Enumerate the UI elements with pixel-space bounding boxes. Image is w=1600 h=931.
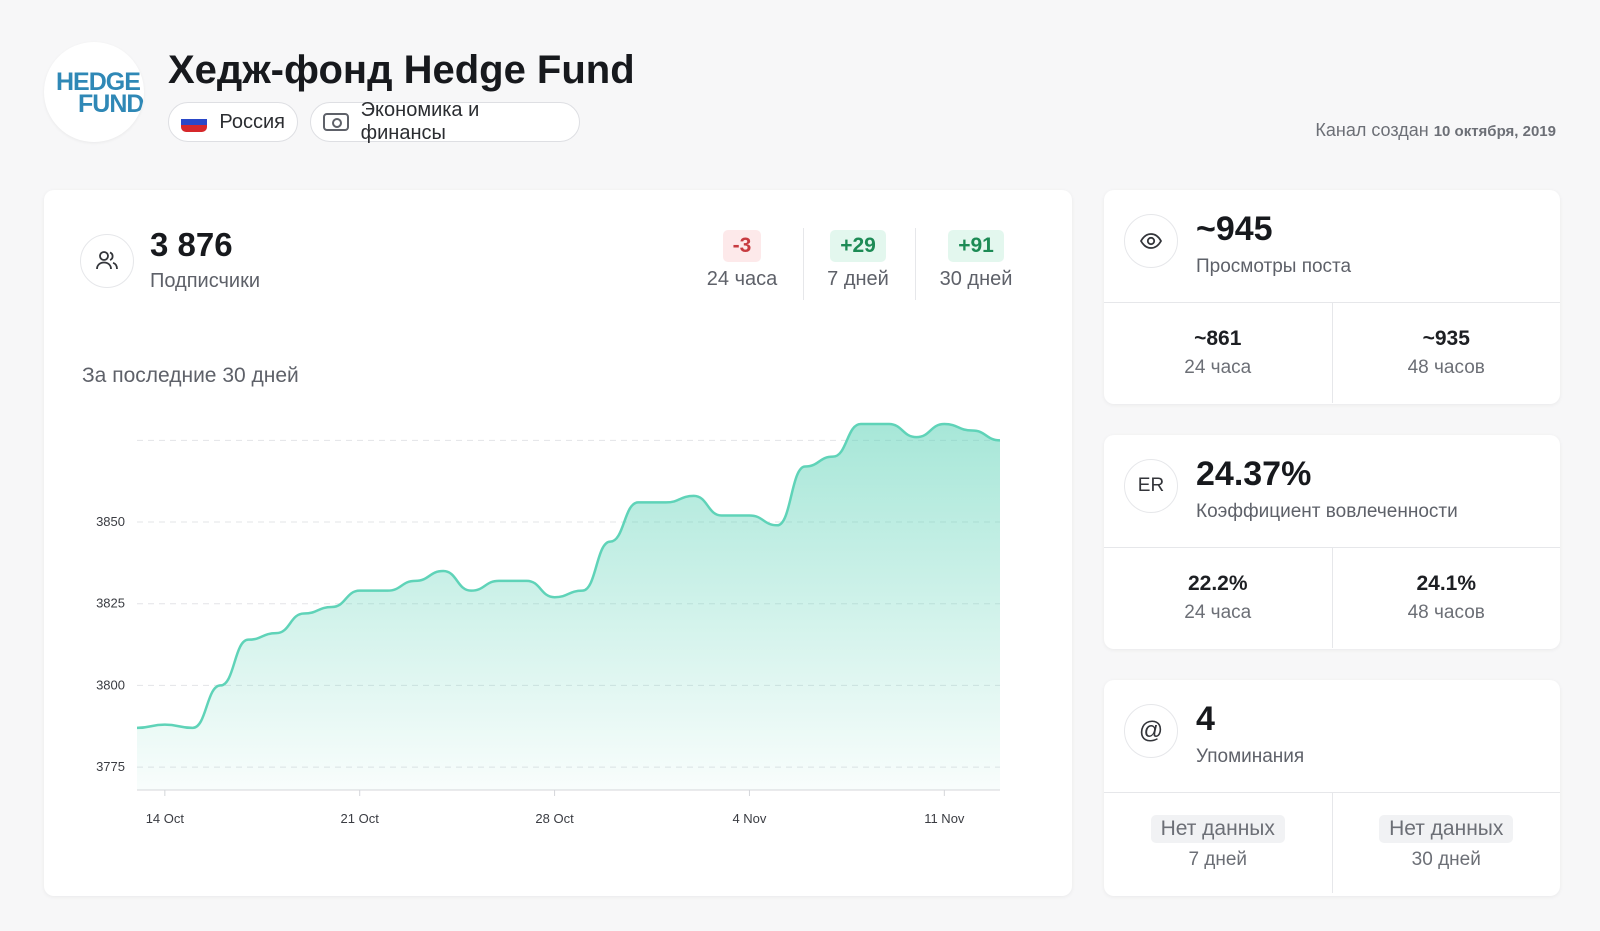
views-24h-value: ~861 bbox=[1194, 327, 1242, 350]
channel-title: Хедж-фонд Hedge Fund bbox=[168, 48, 635, 92]
engagement-24h: 22.2% 24 часа bbox=[1104, 548, 1332, 648]
x-tick-label: 21 Oct bbox=[341, 811, 380, 826]
engagement-card: ER 24.37% Коэффициент вовлеченности 22.2… bbox=[1104, 435, 1560, 649]
views-24h-label: 24 часа bbox=[1184, 357, 1252, 378]
mentions-7d-value: Нет данных bbox=[1150, 815, 1285, 843]
at-sign-icon: @ bbox=[1124, 704, 1178, 758]
subscribers-label: Подписчики bbox=[150, 270, 261, 292]
delta-7d-label: 7 дней bbox=[827, 268, 889, 290]
engagement-value: 24.37% bbox=[1196, 455, 1312, 493]
y-tick-label: 3775 bbox=[96, 759, 125, 774]
y-tick-label: 3850 bbox=[96, 514, 125, 529]
engagement-48h-value: 24.1% bbox=[1416, 572, 1477, 595]
mentions-30d-label: 30 дней bbox=[1411, 849, 1481, 870]
delta-7d-value: +29 bbox=[830, 230, 886, 262]
channel-header: HEDGE FUND Хедж-фонд Hedge Fund Россия Э… bbox=[44, 42, 1560, 152]
channel-logo: HEDGE FUND bbox=[44, 42, 144, 142]
created-date: 10 октября, 2019 bbox=[1433, 123, 1556, 140]
divider bbox=[915, 228, 916, 300]
mentions-30d: Нет данных 30 дней bbox=[1331, 793, 1561, 893]
views-breakdown: ~861 24 часа ~935 48 часов bbox=[1104, 303, 1560, 403]
mentions-value: 4 bbox=[1196, 700, 1215, 738]
engagement-24h-value: 22.2% bbox=[1187, 572, 1248, 595]
subscribers-card: 3 876 Подписчики -3 24 часа +29 7 дней +… bbox=[44, 190, 1072, 896]
mentions-7d-label: 7 дней bbox=[1188, 849, 1248, 870]
views-label: Просмотры поста bbox=[1196, 256, 1352, 277]
series-area bbox=[137, 424, 1000, 790]
x-tick-label: 4 Nov bbox=[732, 811, 766, 826]
views-summary: ~945 Просмотры поста bbox=[1104, 190, 1560, 303]
x-tick-label: 14 Oct bbox=[146, 811, 185, 826]
chart-period-label: За последние 30 дней bbox=[82, 364, 299, 387]
x-tick-label: 11 Nov bbox=[924, 811, 965, 826]
engagement-48h: 24.1% 48 часов bbox=[1331, 548, 1561, 648]
delta-24h-label: 24 часа bbox=[706, 268, 778, 290]
x-tick-label: 28 Oct bbox=[535, 811, 574, 826]
y-tick-label: 3825 bbox=[96, 596, 125, 611]
country-label: Россия bbox=[219, 110, 285, 133]
mentions-summary: @ 4 Упоминания bbox=[1104, 680, 1560, 793]
engagement-label: Коэффициент вовлеченности bbox=[1196, 501, 1458, 522]
engagement-summary: ER 24.37% Коэффициент вовлеченности bbox=[1104, 435, 1560, 548]
category-chip[interactable]: Экономика и финансы bbox=[310, 99, 580, 144]
category-label: Экономика и финансы bbox=[360, 99, 480, 144]
views-48h-value: ~935 bbox=[1422, 327, 1470, 350]
views-48h-label: 48 часов bbox=[1407, 357, 1485, 378]
views-24h: ~861 24 часа bbox=[1104, 303, 1332, 403]
delta-24h-value: -3 bbox=[722, 230, 762, 262]
channel-created: Канал создан 10 октября, 2019 bbox=[1315, 120, 1556, 141]
delta-30d: +91 30 дней bbox=[921, 230, 1031, 291]
created-label: Канал создан bbox=[1315, 120, 1429, 140]
engagement-48h-label: 48 часов bbox=[1407, 602, 1485, 623]
logo-text-hedge: HEDGE bbox=[56, 68, 141, 96]
engagement-24h-label: 24 часа bbox=[1184, 602, 1252, 623]
logo-text-fund: FUND bbox=[78, 90, 144, 118]
views-48h: ~935 48 часов bbox=[1331, 303, 1561, 403]
subscribers-chart: 3775 3800 3825 3850 14 Oct 21 Oct 28 Oct 4 Nov 1… bbox=[96, 422, 1001, 826]
views-value: ~945 bbox=[1196, 210, 1273, 248]
delta-30d-value: +91 bbox=[948, 230, 1004, 262]
russia-flag-icon bbox=[181, 112, 208, 132]
divider bbox=[803, 228, 804, 300]
delta-30d-label: 30 дней bbox=[939, 268, 1013, 290]
delta-7d: +29 7 дней bbox=[803, 230, 913, 291]
y-tick-label: 3800 bbox=[96, 677, 125, 692]
country-chip[interactable]: Россия bbox=[168, 102, 298, 142]
mentions-30d-value: Нет данных bbox=[1379, 815, 1514, 843]
engagement-breakdown: 22.2% 24 часа 24.1% 48 часов bbox=[1104, 548, 1560, 648]
money-icon bbox=[323, 113, 349, 131]
views-card: ~945 Просмотры поста ~861 24 часа ~935 4… bbox=[1104, 190, 1560, 404]
subscribers-count: 3 876 bbox=[150, 226, 233, 263]
delta-24h: -3 24 часа bbox=[687, 230, 797, 291]
series-line bbox=[136, 422, 1001, 730]
mentions-label: Упоминания bbox=[1196, 746, 1305, 767]
eye-icon bbox=[1124, 214, 1178, 268]
mentions-card: @ 4 Упоминания Нет данных 7 дней Нет дан… bbox=[1104, 680, 1560, 896]
er-icon: ER bbox=[1124, 459, 1178, 513]
mentions-7d: Нет данных 7 дней bbox=[1104, 793, 1332, 893]
mentions-breakdown: Нет данных 7 дней Нет данных 30 дней bbox=[1104, 793, 1560, 893]
users-icon bbox=[80, 234, 134, 288]
